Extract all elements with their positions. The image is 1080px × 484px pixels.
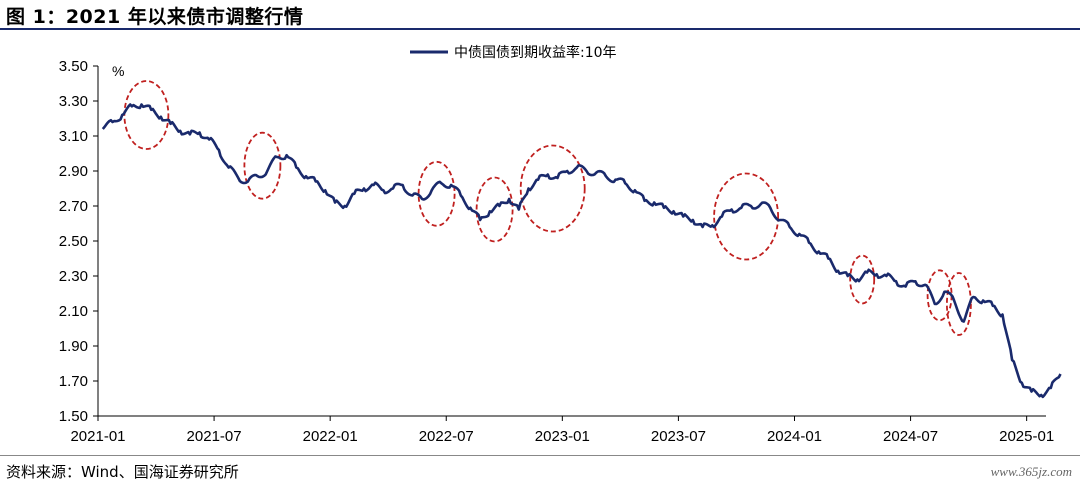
y-tick-label: 2.30 <box>59 268 88 285</box>
y-tick-label: 1.70 <box>59 373 88 390</box>
yield-line-chart: % 中债国债到期收益率:10年 3.50 3.30 3.10 2.90 2.70 2.50… <box>59 44 1062 445</box>
highlight-ellipse <box>849 254 876 305</box>
y-tick-label: 2.90 <box>59 163 88 180</box>
chart-title: 图 1：2021 年以来债市调整行情 <box>6 6 304 28</box>
footer-rule <box>0 455 1080 456</box>
y-tick-label: 3.50 <box>59 58 88 75</box>
y-tick-label: 2.50 <box>59 233 88 250</box>
highlight-ellipse <box>713 172 779 261</box>
highlight-ellipses <box>123 80 972 336</box>
highlight-ellipse <box>417 160 456 227</box>
highlight-ellipse <box>243 131 282 200</box>
source-note: 资料来源：Wind、国海证券研究所 <box>6 463 239 481</box>
x-tick-label: 2021-07 <box>187 428 242 445</box>
title-rule <box>0 28 1080 30</box>
x-tick-label: 2023-01 <box>535 428 590 445</box>
highlight-ellipse <box>123 80 170 150</box>
x-tick-label: 2024-01 <box>767 428 822 445</box>
y-tick-label: 3.10 <box>59 128 88 145</box>
highlight-ellipse <box>475 176 514 243</box>
watermark: www.365jz.com <box>990 464 1072 479</box>
x-tick-label: 2025-01 <box>999 428 1054 445</box>
y-tick-label: 1.90 <box>59 338 88 355</box>
highlight-ellipse <box>519 144 586 233</box>
y-tick-label: 2.70 <box>59 198 88 215</box>
x-tick-label: 2021-01 <box>70 428 125 445</box>
x-tick-label: 2022-07 <box>419 428 474 445</box>
y-tick-label: 2.10 <box>59 303 88 320</box>
y-unit-label: % <box>112 63 124 79</box>
x-tick-label: 2022-01 <box>303 428 358 445</box>
y-tick-label: 3.30 <box>59 93 88 110</box>
axes: 3.50 3.30 3.10 2.90 2.70 2.50 2.30 2.10 1.90 1.70… <box>59 58 1054 445</box>
series-line <box>101 103 1062 399</box>
x-tick-label: 2023-07 <box>651 428 706 445</box>
x-tick-label: 2024-07 <box>883 428 938 445</box>
legend-label: 中债国债到期收益率:10年 <box>454 44 617 61</box>
highlight-ellipse <box>946 272 972 336</box>
legend: 中债国债到期收益率:10年 <box>410 44 617 61</box>
y-tick-label: 1.50 <box>59 408 88 425</box>
